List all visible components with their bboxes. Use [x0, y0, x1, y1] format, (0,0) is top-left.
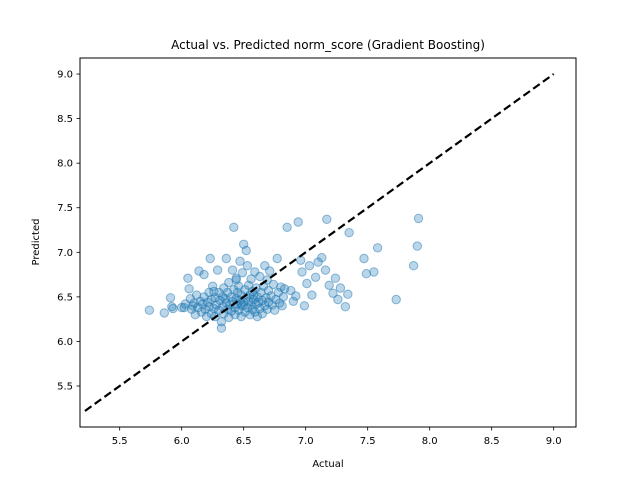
- data-point: [177, 302, 187, 313]
- data-point: [408, 261, 419, 271]
- data-point: [246, 274, 256, 284]
- data-point: [265, 266, 275, 276]
- data-point: [296, 255, 306, 265]
- y-tick-label: 8.5: [57, 114, 73, 125]
- reference-line-layer: [84, 73, 555, 412]
- x-tick-label: 7.0: [298, 436, 314, 447]
- x-axis-ticks: 5.5 6.0 6.5 7.0 7.5 8.0 8.5 9.0: [112, 427, 562, 447]
- data-point: [343, 289, 353, 299]
- data-point: [412, 241, 422, 251]
- data-point: [236, 299, 246, 309]
- data-point: [359, 253, 369, 264]
- x-tick-label: 7.5: [360, 436, 376, 447]
- data-point: [241, 245, 251, 256]
- data-point: [278, 292, 289, 302]
- data-point: [322, 214, 332, 225]
- data-point: [340, 302, 351, 312]
- data-point: [227, 265, 238, 275]
- data-point: [297, 267, 307, 277]
- x-tick-label: 8.0: [422, 436, 438, 447]
- x-tick-label: 9.0: [546, 436, 562, 447]
- data-point: [369, 267, 379, 277]
- data-point: [310, 272, 321, 282]
- data-point: [279, 284, 290, 294]
- data-point: [361, 269, 372, 279]
- data-point: [413, 213, 424, 224]
- y-tick-label: 7.0: [57, 248, 73, 259]
- data-point: [255, 271, 265, 282]
- data-point: [293, 217, 303, 227]
- data-point: [320, 265, 331, 275]
- data-point: [217, 292, 228, 302]
- data-point: [194, 266, 204, 276]
- data-point: [184, 284, 194, 294]
- y-axis-ticks: 5.5 6.0 6.5 7.0 7.5 8.0 8.5 9.0: [57, 70, 80, 393]
- data-point: [168, 303, 178, 314]
- data-point: [209, 286, 219, 297]
- data-point: [304, 261, 315, 271]
- y-tick-label: 5.5: [57, 382, 73, 393]
- chart-title: Actual vs. Predicted norm_score (Gradien…: [171, 38, 485, 52]
- y-tick-label: 7.5: [57, 203, 73, 214]
- y-tick-label: 6.0: [57, 337, 73, 348]
- data-point: [330, 273, 341, 283]
- data-point: [221, 253, 232, 264]
- data-point: [144, 305, 155, 315]
- reference-diagonal-line: [84, 73, 555, 412]
- data-point: [291, 291, 301, 301]
- data-point: [333, 294, 343, 305]
- y-tick-label: 6.5: [57, 292, 73, 303]
- data-point: [229, 222, 239, 233]
- data-point: [199, 269, 209, 280]
- data-point: [272, 253, 282, 264]
- data-point: [391, 294, 401, 305]
- data-point: [317, 253, 327, 263]
- data-point: [165, 293, 176, 303]
- data-point: [245, 310, 255, 320]
- data-point: [248, 290, 259, 300]
- x-tick-label: 8.5: [484, 436, 500, 447]
- data-point: [372, 243, 383, 253]
- data-point: [159, 308, 170, 318]
- data-point: [212, 265, 223, 275]
- data-point: [237, 268, 248, 278]
- y-axis-label: Predicted: [31, 219, 42, 266]
- data-point: [324, 280, 334, 290]
- data-point: [277, 301, 287, 311]
- data-point: [302, 278, 312, 289]
- points-layer: [144, 213, 424, 333]
- data-point: [344, 228, 354, 238]
- data-point: [204, 302, 214, 312]
- data-point: [307, 290, 317, 300]
- y-tick-label: 8.0: [57, 159, 73, 170]
- data-point: [282, 222, 292, 233]
- x-axis-label: Actual: [312, 459, 343, 470]
- data-point: [235, 256, 245, 266]
- data-point: [288, 296, 298, 306]
- data-point: [299, 301, 310, 311]
- data-point: [242, 261, 253, 271]
- x-tick-label: 5.5: [112, 436, 128, 447]
- plot-frame: [79, 57, 577, 428]
- data-point: [261, 293, 271, 303]
- y-tick-label: 9.0: [57, 70, 73, 81]
- data-point: [270, 305, 280, 315]
- x-tick-label: 6.5: [236, 436, 252, 447]
- x-tick-label: 6.0: [174, 436, 190, 447]
- data-point: [231, 275, 241, 285]
- data-point: [328, 288, 338, 298]
- data-point: [266, 291, 276, 301]
- data-point: [205, 253, 215, 264]
- data-point: [263, 285, 274, 296]
- data-point: [183, 273, 193, 283]
- data-point: [335, 283, 346, 293]
